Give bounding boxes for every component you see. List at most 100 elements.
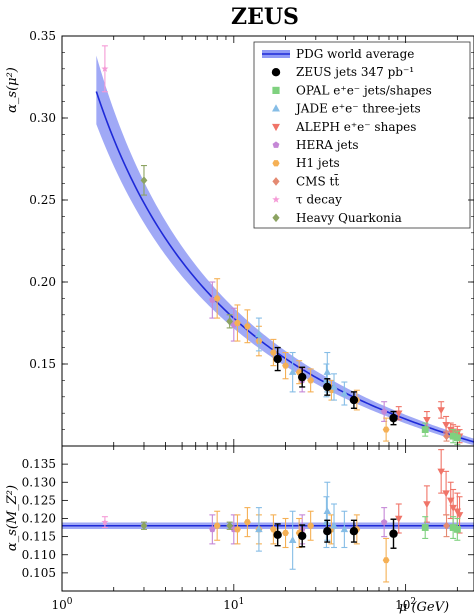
point-h1-jets-0 [213, 295, 221, 302]
y-tick-label-top: 0.30 [29, 111, 56, 125]
point-mz-zeus-jets-347-pb--4 [389, 529, 398, 538]
point-h1-jets-2 [244, 323, 251, 330]
legend-label-cms-tt-: CMS tt̄ [296, 173, 339, 189]
point-mz-jade-e-e-three-jets-2 [322, 518, 331, 525]
legend-label-heavy-quarkonia: Heavy Quarkonia [296, 211, 402, 225]
point-mz-h1-jets-4 [270, 526, 277, 533]
legend-marker-opal-e-e-jets-shapes [272, 86, 280, 94]
point-zeus-jets-347-pb--4 [389, 413, 398, 423]
point-mz-jade-e-e-three-jets-3 [323, 507, 332, 514]
legend-marker-jade-e-e-three-jets [272, 104, 280, 112]
point-jade-e-e-three-jets-1 [288, 368, 297, 375]
point-mz-h1-jets-0 [213, 522, 221, 529]
point-cms-tt--0 [443, 432, 450, 441]
y-tick-label-bottom: 0.135 [22, 457, 56, 471]
legend-marker--decay [272, 195, 280, 203]
point-h1-jets-10 [382, 426, 390, 433]
y-tick-label-bottom: 0.120 [22, 512, 56, 526]
legend-marker-h1-jets [272, 160, 280, 167]
point-zeus-jets-347-pb--0 [273, 354, 282, 364]
point-aleph-e-e-shapes-0 [395, 410, 403, 418]
y-tick-label-top: 0.35 [29, 29, 56, 43]
point-mz-opal-e-e-jets-shapes-2 [453, 525, 461, 533]
top-ylabel: α_s(μ²) [5, 67, 20, 113]
point-mz-h1-jets-2 [244, 519, 251, 526]
world-average-band [96, 55, 474, 446]
point-mz-h1-jets-7 [307, 522, 315, 529]
point-mz-zeus-jets-347-pb--3 [349, 526, 359, 536]
point-mz-aleph-e-e-shapes-0 [395, 515, 403, 523]
legend-label-zeus-jets-347-pb-: ZEUS jets 347 pb⁻¹ [296, 65, 414, 79]
point-zeus-jets-347-pb--1 [297, 372, 307, 382]
point-h1-jets-1 [234, 320, 241, 326]
point-mz-aleph-e-e-shapes-1 [423, 501, 431, 509]
legend-label-aleph-e-e-shapes: ALEPH e⁺e⁻ shapes [295, 120, 416, 134]
point-mz--decay-0 [101, 518, 109, 526]
point-mz-opal-e-e-jets-shapes-1 [449, 524, 457, 531]
legend-marker-aleph-e-e-shapes [272, 123, 280, 132]
legend-label-hera-jets: HERA jets [296, 138, 359, 152]
point-mz-cms-tt--0 [443, 521, 450, 530]
x-tick-label: 100 [51, 597, 72, 612]
y-tick-label-bottom: 0.115 [22, 530, 56, 544]
legend-label-h1-jets: H1 jets [296, 156, 340, 170]
x-tick-label: 102 [395, 597, 416, 612]
bottom-panel [62, 449, 474, 583]
point-mz-aleph-e-e-shapes-5 [449, 504, 457, 512]
bottom-ylabel: α_s(M_Z²) [5, 485, 20, 551]
x-axis-label: μ (GeV) [399, 600, 449, 615]
point-aleph-e-e-shapes-3 [442, 421, 450, 429]
top-panel [95, 45, 474, 446]
legend: PDG world average ZEUS jets 347 pb⁻¹ OPAL … [253, 41, 471, 229]
y-tick-label-top: 0.25 [29, 193, 56, 207]
point-opal-e-e-jets-shapes-2 [453, 434, 461, 442]
y-tick-label-top: 0.15 [29, 357, 56, 371]
point-mz-h1-jets-10 [382, 557, 390, 564]
legend-box [253, 41, 471, 229]
y-tick-label-bottom: 0.110 [22, 548, 56, 562]
point-mz-zeus-jets-347-pb--0 [273, 530, 282, 540]
legend-label-jade-e-e-three-jets: JADE e⁺e⁻ three-jets [294, 102, 421, 116]
x-tick-label: 101 [223, 597, 244, 612]
point-jade-e-e-three-jets-0 [255, 330, 263, 338]
point-mz-jade-e-e-three-jets-5 [340, 525, 349, 533]
point-zeus-jets-347-pb--3 [349, 395, 359, 405]
point-hera-jets-3 [380, 408, 388, 415]
point-h1-jets-5 [282, 362, 289, 369]
point-mz-h1-jets-5 [282, 530, 289, 536]
point-mz-aleph-e-e-shapes-7 [455, 512, 464, 519]
y-tick-label-bottom: 0.125 [22, 493, 56, 507]
legend-marker-hera-jets [272, 141, 280, 148]
bottom-panel-frame [61, 445, 474, 592]
point-mz-heavy-quarkonia-1 [226, 521, 234, 530]
y-tick-label-bottom: 0.105 [22, 566, 56, 580]
legend-label--decay: τ decay [296, 193, 342, 207]
point-mz-h1-jets-1 [234, 526, 241, 533]
point-opal-e-e-jets-shapes-0 [421, 426, 429, 433]
legend-label-opal-e-e-jets-shapes: OPAL e⁺e⁻ jets/shapes [296, 83, 432, 97]
point-jade-e-e-three-jets-4 [330, 382, 338, 390]
point-mz-jade-e-e-three-jets-4 [330, 521, 338, 529]
y-tick-label-bottom: 0.130 [22, 475, 56, 489]
point-jade-e-e-three-jets-2 [322, 376, 331, 384]
ticks: 100 101 102 0.15 0.20 0.25 0.30 0.35 0.105 0.110 0… [22, 29, 474, 612]
point-mz-heavy-quarkonia-0 [140, 521, 148, 530]
point-mz-aleph-e-e-shapes-3 [442, 490, 450, 498]
legend-marker-heavy-quarkonia [272, 213, 280, 223]
point-h1-jets-4 [270, 349, 277, 356]
point-h1-jets-7 [307, 377, 315, 384]
point-aleph-e-e-shapes-2 [437, 407, 445, 414]
point-mz-aleph-e-e-shapes-2 [437, 468, 445, 476]
point-mz-jade-e-e-three-jets-0 [255, 525, 263, 533]
legend-marker-zeus-jets-347-pb- [271, 68, 281, 77]
point-opal-e-e-jets-shapes-1 [449, 432, 457, 440]
point-heavy-quarkonia-0 [140, 176, 148, 185]
point-zeus-jets-347-pb--2 [323, 382, 332, 392]
legend-label-pdg-world-average: PDG world average [296, 47, 414, 61]
point-mz-zeus-jets-347-pb--2 [323, 526, 332, 536]
point-mz-hera-jets-0 [209, 525, 216, 533]
point-jade-e-e-three-jets-3 [323, 368, 332, 375]
point-heavy-quarkonia-1 [226, 317, 234, 326]
point-jade-e-e-three-jets-5 [340, 389, 349, 397]
